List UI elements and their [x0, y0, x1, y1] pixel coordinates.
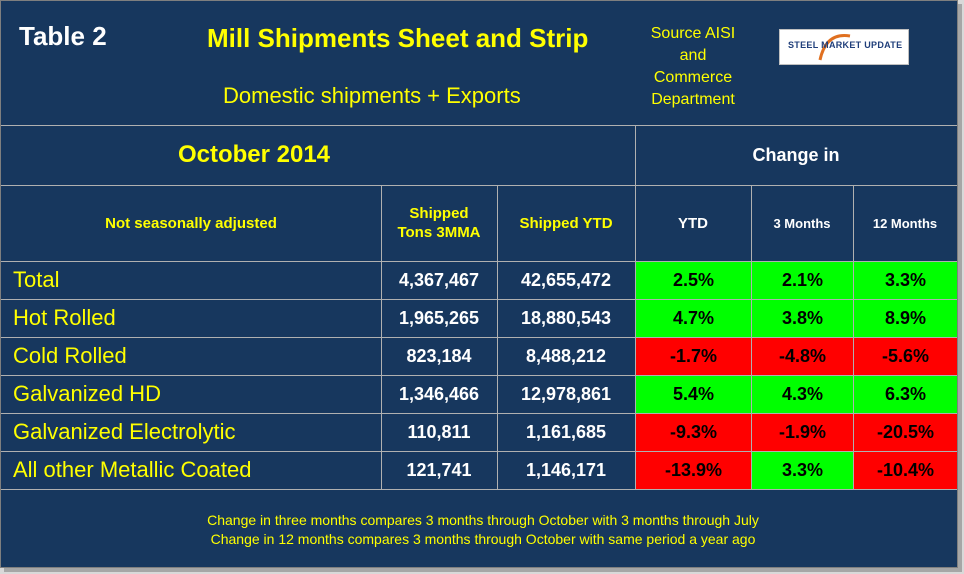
grid-line — [751, 185, 752, 489]
ytd-change-cell: -1.7% — [636, 338, 751, 375]
grid-line — [853, 185, 854, 489]
shipped-3mma-cell: 121,741 — [406, 459, 472, 480]
twelve-month-change-cell: -10.4% — [854, 452, 957, 489]
twelve-month-change-cell: -5.6% — [854, 338, 957, 375]
row-label: Hot Rolled — [13, 305, 116, 330]
table-label: Table 2 — [19, 21, 107, 51]
twelve-month-change-cell: 3.3% — [854, 262, 957, 299]
shipped-ytd-cell: 18,880,543 — [520, 307, 612, 328]
row-label: Galvanized Electrolytic — [13, 419, 236, 444]
shipped-3mma-cell: 1,965,265 — [398, 307, 480, 328]
grid-line — [1, 413, 957, 414]
shipped-3mma-cell: 4,367,467 — [398, 269, 480, 290]
twelve-month-change-cell: 6.3% — [854, 376, 957, 413]
shipped-3mma-cell: 1,346,466 — [398, 383, 480, 404]
twelve-month-change-cell: -20.5% — [854, 414, 957, 451]
three-month-change-cell: 2.1% — [752, 262, 853, 299]
ytd-change-cell: -9.3% — [636, 414, 751, 451]
three-month-change-cell: -4.8% — [752, 338, 853, 375]
column-header-shipped-3mma: Shipped Tons 3MMA — [397, 205, 481, 241]
column-header-label: Not seasonally adjusted — [105, 214, 277, 232]
grid-line — [1, 261, 957, 262]
grid-line — [497, 185, 498, 489]
shipped-3mma-cell: 823,184 — [406, 345, 472, 366]
three-month-change-cell: -1.9% — [752, 414, 853, 451]
three-month-change-cell: 4.3% — [752, 376, 853, 413]
period-label: October 2014 — [177, 141, 331, 168]
footnotes: Change in three months compares 3 months… — [11, 511, 955, 549]
ytd-change-cell: 2.5% — [636, 262, 751, 299]
shipped-ytd-cell: 8,488,212 — [525, 345, 607, 366]
grid-line — [1, 125, 957, 126]
logo-text: STEEL MARKET UPDATE — [788, 40, 903, 50]
column-header-shipped-ytd: Shipped YTD — [519, 214, 613, 232]
page-title: Mill Shipments Sheet and Strip — [207, 23, 589, 53]
column-header-3-months: 3 Months — [773, 215, 831, 231]
logo-swoosh-icon — [818, 34, 851, 61]
grid-line — [1, 489, 957, 490]
row-label: Galvanized HD — [13, 381, 161, 406]
column-header-12-months: 12 Months — [872, 215, 938, 231]
footnote-three-months: Change in three months compares 3 months… — [207, 512, 759, 528]
shipped-ytd-cell: 42,655,472 — [520, 269, 612, 290]
row-label: Total — [13, 267, 60, 292]
row-label: All other Metallic Coated — [13, 457, 252, 482]
shipped-ytd-cell: 1,146,171 — [525, 459, 607, 480]
steel-market-update-logo: STEEL MARKET UPDATE — [779, 29, 909, 65]
page-subtitle: Domestic shipments + Exports — [223, 83, 521, 108]
three-month-change-cell: 3.3% — [752, 452, 853, 489]
grid-line — [1, 375, 957, 376]
source-note: Source AISI and Commerce Department — [650, 25, 736, 108]
ytd-change-cell: 5.4% — [636, 376, 751, 413]
footnote-twelve-months: Change in 12 months compares 3 months th… — [210, 531, 756, 547]
grid-line — [1, 185, 957, 186]
ytd-change-cell: -13.9% — [636, 452, 751, 489]
grid-line — [1, 299, 957, 300]
ytd-change-cell: 4.7% — [636, 300, 751, 337]
twelve-month-change-cell: 8.9% — [854, 300, 957, 337]
grid-line — [381, 185, 382, 489]
three-month-change-cell: 3.8% — [752, 300, 853, 337]
grid-line — [1, 337, 957, 338]
shipped-ytd-cell: 1,161,685 — [525, 421, 607, 442]
grid-line — [635, 125, 636, 489]
shipped-ytd-cell: 12,978,861 — [520, 383, 612, 404]
change-in-header: Change in — [752, 144, 840, 165]
row-label: Cold Rolled — [13, 343, 127, 368]
grid-line — [1, 451, 957, 452]
column-header-ytd: YTD — [678, 214, 708, 232]
shipped-3mma-cell: 110,811 — [407, 421, 471, 442]
